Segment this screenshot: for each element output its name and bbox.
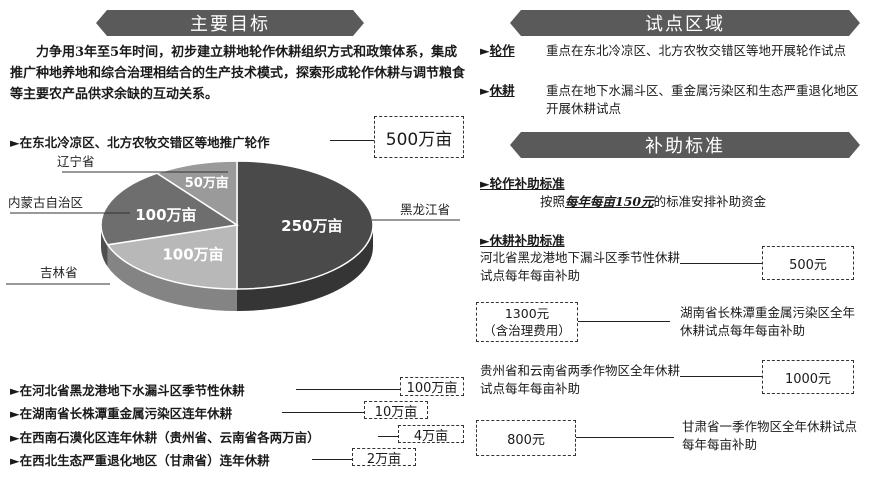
label-heilongjiang: 黑龙江省 xyxy=(400,202,450,217)
fallow-subsidy-leader-3 xyxy=(576,437,674,438)
fallow-subsidy-value-1: 1300元 xyxy=(504,306,550,321)
fallow-subsidy-box-3: 800元 xyxy=(476,420,576,456)
pilot-region-banner: 试点区域 xyxy=(510,10,860,36)
rotation-subsidy-text: 按照每年每亩150元的标准安排补助资金 xyxy=(540,194,767,209)
pie-value-label-1: 100万亩 xyxy=(162,245,223,263)
fallow-subsidy-text-2: 贵州省和云南省两季作物区全年休耕试点每年每亩补助 xyxy=(480,363,681,396)
rotation-goal-value: 500万亩 xyxy=(385,129,453,150)
fallow-subsidy-box-2: 1000元 xyxy=(762,360,854,394)
pilot-fallow-text: 重点在地下水漏斗区、重金属污染区和生态严重退化地区开展休耕试点 xyxy=(546,83,859,116)
fallow-goal-value-2: 4万亩 xyxy=(413,428,449,444)
fallow-goal-box-2: 4万亩 xyxy=(398,425,464,444)
fallow-goal-box-3: 2万亩 xyxy=(352,448,416,467)
fallow-goal-row-0: ►在河北省黑龙港地下水漏斗区季节性休耕 xyxy=(10,383,245,398)
subsidy-banner: 补助标准 xyxy=(510,132,860,158)
fallow-subsidy-box-1: 1300元 （含治理费用） xyxy=(476,302,578,342)
pilot-rotation-text: 重点在东北冷凉区、北方农牧交错区等地开展轮作试点 xyxy=(546,43,847,58)
pie-value-label-3: 50万亩 xyxy=(185,175,229,191)
fallow-subsidy-leader-1 xyxy=(578,321,670,322)
rotation-subsidy-heading: ►轮作补助标准 xyxy=(480,176,565,191)
fallow-subsidy-text-1: 湖南省长株潭重金属污染区全年休耕试点每年每亩补助 xyxy=(680,305,856,338)
fallow-goal-leader-1 xyxy=(282,412,364,413)
fallow-goal-leader-0 xyxy=(296,389,400,390)
fallow-goal-leader-2 xyxy=(378,436,398,437)
fallow-goal-leader-3 xyxy=(312,459,352,460)
fallow-goal-row-2: ►在西南石漠化区连年休耕（贵州省、云南省各两万亩） xyxy=(10,430,320,445)
fallow-subsidy-value-0: 500元 xyxy=(789,257,827,273)
fallow-goal-value-0: 100万亩 xyxy=(406,381,458,396)
fallow-subsidy-value-3: 800元 xyxy=(507,432,545,448)
pie-side-0-0 xyxy=(237,225,373,311)
fallow-goal-row-3: ►在西北生态严重退化地区（甘肃省）连年休耕 xyxy=(10,453,270,468)
rotation-goal-box: 500万亩 xyxy=(374,116,464,158)
pilot-fallow-label: ►休耕 xyxy=(480,83,515,98)
pie-chart: 250万亩 100万亩 100万亩 50万亩 辽宁省 内蒙古自治区 黑龙江省 吉林省 xyxy=(6,154,460,311)
rotation-subsidy-rate: 每年每亩150元 xyxy=(565,194,654,209)
fallow-subsidy-text-3: 甘肃省一季作物区全年休耕试点每年每亩补助 xyxy=(682,419,858,452)
fallow-goal-box-1: 10万亩 xyxy=(364,401,428,420)
fallow-subsidy-value-2: 1000元 xyxy=(784,371,832,387)
fallow-goal-row-1: ►在湖南省长株潭重金属污染区连年休耕 xyxy=(10,406,233,421)
fallow-goal-value-3: 2万亩 xyxy=(366,451,402,467)
pilot-region-title: 试点区域 xyxy=(645,14,725,35)
rotation-goal-leader xyxy=(330,140,374,141)
fallow-goal-box-0: 100万亩 xyxy=(400,377,464,396)
goals-paragraph: 力争用3年至5年时间，初步建立耕地轮作休耕组织方式和政策体系，集成推广种地养地和… xyxy=(10,45,466,102)
label-jilin: 吉林省 xyxy=(40,265,78,280)
label-liaoning: 辽宁省 xyxy=(57,154,95,169)
rotation-goal-text: ►在东北冷凉区、北方农牧交错区等地推广轮作 xyxy=(10,135,270,150)
pie-slice-3 xyxy=(155,160,238,227)
pie-value-label-0: 250万亩 xyxy=(281,217,342,235)
fallow-subsidy-leader-0 xyxy=(680,263,762,264)
pie-slice-2 xyxy=(100,172,240,246)
fallow-subsidy-note-1: （含治理费用） xyxy=(483,323,571,338)
pie-layer: 250万亩 100万亩 100万亩 50万亩 xyxy=(100,160,374,311)
region-labels: 辽宁省 内蒙古自治区 黑龙江省 吉林省 xyxy=(6,154,460,285)
pie-slice-1 xyxy=(106,224,238,290)
fallow-subsidy-box-0: 500元 xyxy=(762,246,854,280)
subsidy-title: 补助标准 xyxy=(645,136,725,157)
fallow-subsidy-heading: ►休耕补助标准 xyxy=(480,233,565,248)
main-goals-banner: 主要目标 xyxy=(96,10,364,36)
pilot-rotation-label: ►轮作 xyxy=(480,43,515,58)
label-neimenggu: 内蒙古自治区 xyxy=(8,195,83,210)
pie-value-label-2: 100万亩 xyxy=(135,206,196,224)
fallow-goal-value-1: 10万亩 xyxy=(374,404,418,420)
pie-side-1-0 xyxy=(107,244,237,311)
fallow-subsidy-text-0: 河北省黑龙港地下漏斗区季节性休耕试点每年每亩补助 xyxy=(480,250,681,283)
main-goals-title: 主要目标 xyxy=(190,14,270,35)
fallow-subsidy-leader-2 xyxy=(680,376,762,377)
pie-slice-0 xyxy=(236,160,374,290)
